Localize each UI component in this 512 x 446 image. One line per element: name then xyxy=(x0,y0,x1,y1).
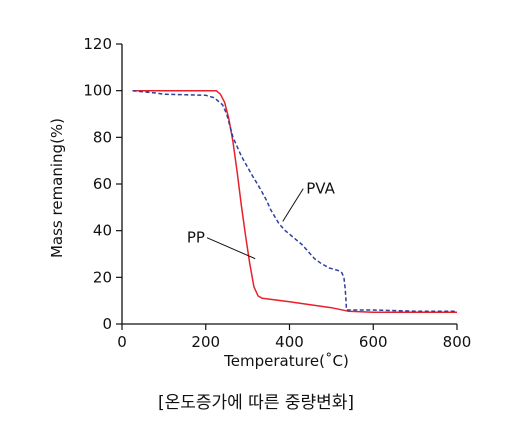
x-tick-label: 0 xyxy=(117,333,127,351)
axes xyxy=(121,44,457,325)
y-tick-label: 100 xyxy=(83,82,112,100)
x-tick-label: 800 xyxy=(443,333,472,351)
y-tick-label: 20 xyxy=(93,268,112,286)
annotations: PVA PP xyxy=(187,180,336,260)
annotation-label-pp: PP xyxy=(187,229,205,247)
annotation-label-pva: PVA xyxy=(306,180,335,198)
y-axis-title: Mass remaning(%) xyxy=(48,118,66,258)
x-tick-label: 600 xyxy=(359,333,388,351)
series-line-pva xyxy=(132,89,457,312)
ticks: 0 20 40 60 80 100 120 0 200 400 600 800 xyxy=(83,35,471,351)
chart: 0 20 40 60 80 100 120 0 200 400 600 800 PVA PP Tempe… xyxy=(48,35,471,370)
y-tick-label: 40 xyxy=(93,222,112,240)
series-layer xyxy=(132,89,457,314)
y-tick-label: 60 xyxy=(93,175,112,193)
series-line-pp xyxy=(132,89,457,314)
y-tick-label: 120 xyxy=(83,35,112,53)
annotation-leader-pva xyxy=(282,188,304,222)
x-tick-label: 400 xyxy=(275,333,304,351)
y-tick-label: 0 xyxy=(102,315,112,333)
x-tick-label: 200 xyxy=(191,333,220,351)
x-axis-title: Temperature(˚C) xyxy=(223,352,349,370)
annotation-leader-pp xyxy=(206,237,256,260)
figure-caption: [온도증가에 따른 중량변화] xyxy=(157,393,355,413)
y-tick-label: 80 xyxy=(93,128,112,146)
